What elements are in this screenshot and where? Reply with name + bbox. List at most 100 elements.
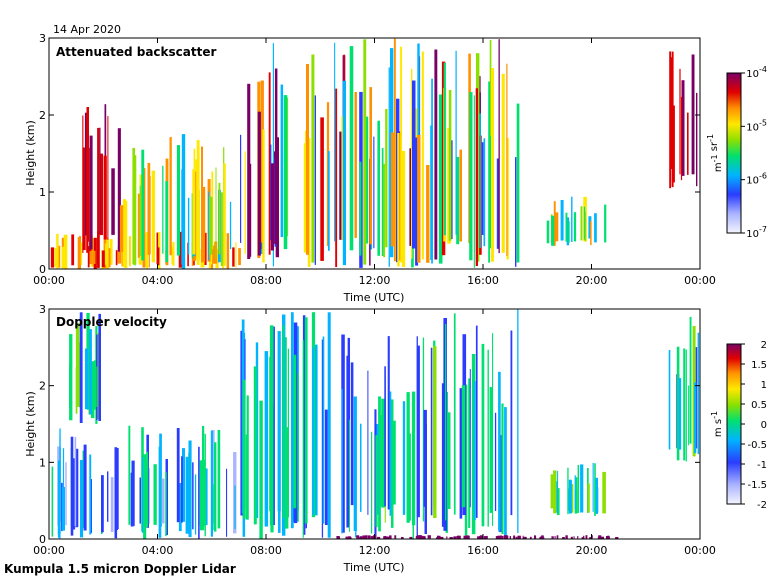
heatmap-cell [137,193,140,258]
heatmap-cell [433,346,437,518]
heatmap-cell [696,92,698,187]
heatmap-cell [59,447,61,522]
heatmap-cell [302,340,304,538]
heatmap-cell [411,68,413,259]
heatmap-cell [249,163,252,257]
heatmap-cell [240,330,243,516]
heatmap-cell [475,325,478,518]
velocity-colorbar [726,343,742,505]
heatmap-cell [412,80,416,249]
heatmap-cell [65,462,67,526]
colorbar-tick-label: 1.5 [751,360,767,371]
heatmap-cell [568,479,572,514]
heatmap-cell [61,482,63,532]
heatmap-cell [445,324,447,521]
heatmap-cell [56,233,59,269]
heatmap-cell [409,148,413,246]
heatmap-cell [465,535,469,539]
heatmap-cell [176,145,180,256]
heatmap-cell [204,433,206,537]
heatmap-cell [304,317,308,524]
heatmap-cell [70,436,74,536]
heatmap-cell [697,332,700,455]
heatmap-cell [678,378,682,450]
heatmap-cell [388,67,390,267]
heatmap-cell [409,433,411,521]
heatmap-cell [130,472,134,527]
heatmap-cell [453,313,456,515]
heatmap-cell [80,460,84,538]
heatmap-cell [270,163,274,251]
heatmap-cell [426,165,430,263]
heatmap-cell [89,454,92,535]
heatmap-cell [421,51,424,260]
heatmap-cell [571,196,573,242]
heatmap-cell [50,247,55,268]
heatmap-cell [182,448,185,522]
heatmap-cell [181,456,183,523]
heatmap-cell [341,334,345,533]
heatmap-cell [141,149,145,261]
heatmap-cell [320,117,324,261]
heatmap-cell [93,250,96,264]
heatmap-cell [291,312,294,529]
colorbar-tick-label: -1 [757,460,767,471]
heatmap-cell [178,231,183,268]
heatmap-cell [122,199,127,266]
heatmap-cell [253,366,257,525]
heatmap-cell [364,535,368,539]
heatmap-cell [594,463,596,516]
heatmap-cell [483,138,486,247]
heatmap-cell [438,94,443,264]
heatmap-cell [394,535,397,539]
heatmap-cell [101,482,104,533]
velocity-heatmap [51,309,700,539]
heatmap-cell [479,113,481,248]
heatmap-cell [560,200,564,241]
y-tick-label: 0 [39,533,46,546]
heatmap-cell [515,157,517,267]
heatmap-cell [365,116,369,244]
heatmap-cell [262,129,265,263]
heatmap-cell [570,483,574,513]
backscatter-colorbar-ticks: 10-7 10-6 10-5 10-4 [741,65,767,240]
velocity-panel: Doppler velocity 00:00 04:00 08:00 12:00 16:… [24,303,767,574]
heatmap-cell [584,211,586,242]
heatmap-cell [554,536,556,539]
heatmap-cell [342,80,346,266]
heatmap-cell [293,354,297,509]
heatmap-cell [90,361,95,419]
heatmap-cell [311,54,315,263]
heatmap-cell [169,137,172,256]
heatmap-cell [371,431,373,534]
heatmap-cell [198,446,200,539]
colorbar-tick-label: 10-4 [746,65,767,80]
heatmap-cell [397,133,400,267]
heatmap-cell [427,535,431,539]
date-label: 14 Apr 2020 [53,23,121,36]
heatmap-cell [54,247,57,268]
heatmap-cell [188,474,191,534]
heatmap-cell [604,204,607,243]
x-tick-label: 00:00 [33,274,65,287]
heatmap-cell [235,242,237,268]
heatmap-cell [671,105,675,183]
heatmap-cell [455,50,457,235]
heatmap-cell [489,387,493,513]
heatmap-cell [157,247,160,266]
heatmap-cell [356,535,360,539]
heatmap-cell [384,366,386,507]
heatmap-cell [443,62,446,236]
heatmap-cell [695,347,698,449]
heatmap-cell [390,132,394,247]
x-tick-label: 00:00 [684,544,716,557]
heatmap-cell [269,325,274,526]
velocity-colorbar-unit: m s-1 [710,411,724,437]
heatmap-cell [387,336,390,510]
heatmap-cell [201,146,203,263]
heatmap-cell [378,396,381,532]
heatmap-cell [212,245,216,264]
heatmap-cell [683,348,686,461]
heatmap-cell [202,186,206,262]
heatmap-cell [497,535,501,539]
